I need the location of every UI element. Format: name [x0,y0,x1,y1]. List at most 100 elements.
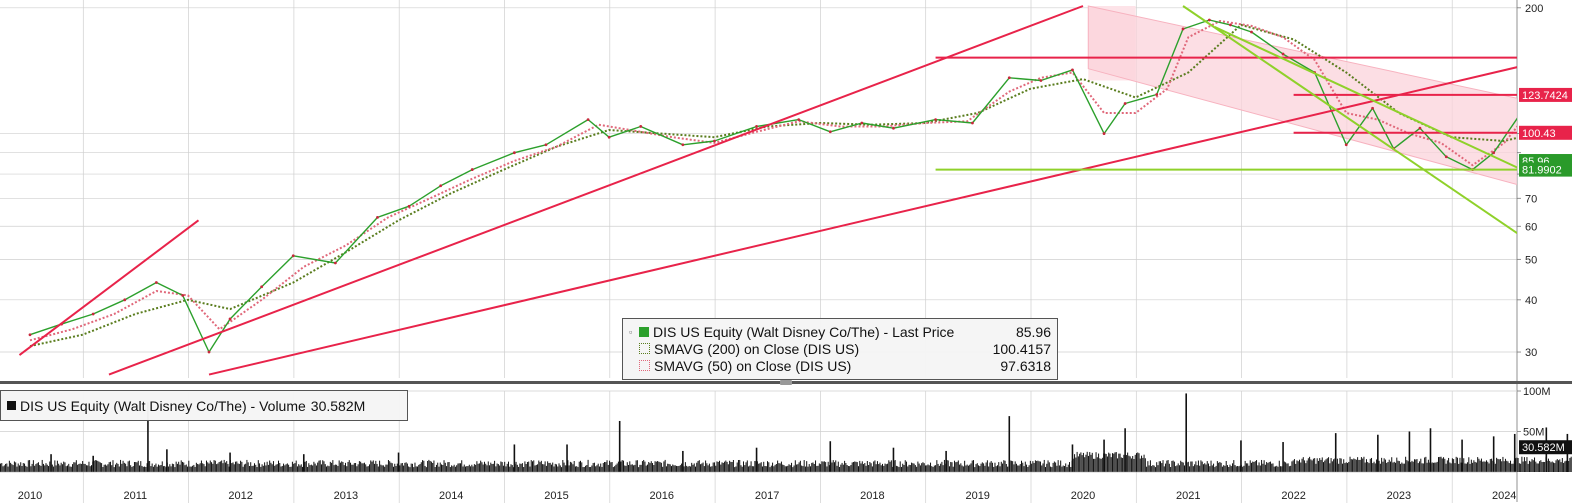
legend-label-smavg-50: SMAVG (50) on Close (DIS US) [654,357,852,374]
price-point [1281,52,1285,56]
price-point [1207,18,1211,22]
regression-channel [1087,5,1517,185]
price-point [1102,132,1106,135]
trendline [18,219,200,356]
smavg-200-swatch [639,343,650,354]
legend-value-smavg-200: 100.4157 [992,340,1051,357]
last-price-swatch [639,326,649,337]
price-point [154,281,158,284]
price-point [91,312,95,316]
trendline [208,66,1517,376]
x-tick-label: 2019 [965,490,989,502]
legend-value-last-price: 85.96 [1015,323,1051,340]
price-point [291,254,295,258]
legend-label-last-price: DIS US Equity (Walt Disney Co/The) - Las… [653,323,955,340]
panel-resize-handle [780,380,792,385]
legend-row-last-price[interactable]: ▫ DIS US Equity (Walt Disney Co/The) - L… [629,323,1051,340]
price-point [755,125,758,128]
price-point [971,121,974,125]
price-point [828,130,832,134]
price-point [1344,143,1348,147]
x-tick-label: 2015 [544,490,568,502]
price-point [1007,76,1011,80]
legend-label-volume: DIS US Equity (Walt Disney Co/The) - Vol… [20,397,306,414]
price-point [207,350,211,354]
price-point [1418,126,1422,130]
x-tick-label: 2017 [755,490,779,502]
x-tick-label: 2024 [1492,490,1516,502]
trendline [1214,26,1517,169]
price-y-tick-label: 200 [1525,3,1543,15]
price-y-tick-label: 50 [1525,254,1537,266]
price-point [1071,68,1074,72]
price-point [1181,27,1185,31]
price-point [1444,155,1448,159]
price-point [860,121,864,125]
price-point [1250,30,1253,34]
price-label: 81.9902 [1522,165,1562,177]
volume-last-label: 30.582M [1522,442,1565,454]
price-point [1155,93,1159,96]
price-point [1371,106,1374,110]
legend-row-smavg-50[interactable]: SMAVG (50) on Close (DIS US) 97.6318 [629,357,1051,374]
price-point [1229,23,1232,27]
price-point [681,143,685,147]
price-point [439,184,443,188]
pin-icon: ▫ [629,326,633,337]
price-label: 100.43 [1522,128,1556,140]
price-label-box [1519,125,1572,140]
trendline [108,5,1084,376]
price-point [639,125,643,128]
price-y-tick-label: 70 [1525,193,1537,205]
price-point [607,135,611,139]
x-tick-label: 2016 [650,490,674,502]
smavg-50-swatch [639,360,650,371]
price-point [228,317,232,321]
price-y-tick-label: 40 [1525,295,1537,307]
price-label-box [1519,87,1572,102]
price-point [1039,79,1043,82]
price-point [934,118,937,122]
x-tick-label: 2021 [1176,490,1200,502]
x-tick-label: 2014 [439,490,463,502]
price-point [713,139,716,143]
series-line-2 [29,20,1517,342]
price-point [892,126,895,130]
price-legend: ▫ DIS US Equity (Walt Disney Co/The) - L… [622,318,1058,380]
legend-row-smavg-200[interactable]: SMAVG (200) on Close (DIS US) 100.4157 [629,340,1051,357]
x-tick-label: 2010 [18,490,42,502]
price-point [1123,102,1127,105]
legend-label-smavg-200: SMAVG (200) on Close (DIS US) [654,340,860,357]
x-tick-label: 2023 [1387,490,1411,502]
price-point [123,298,127,302]
price-label: 123.7424 [1522,90,1568,102]
legend-value-volume: 30.582M [310,397,366,414]
volume-legend: DIS US Equity (Walt Disney Co/The) - Vol… [0,390,408,421]
trendline [1182,5,1517,235]
price-point [333,261,337,265]
price-label-box [1519,162,1572,177]
price-point [376,216,379,219]
price-point [797,118,801,122]
x-tick-label: 2020 [1071,490,1095,502]
price-y-tick-label: 60 [1525,221,1537,233]
price-point [28,333,32,337]
legend-row-volume[interactable]: DIS US Equity (Walt Disney Co/The) - Vol… [7,397,401,414]
legend-value-smavg-50: 97.6318 [1000,357,1051,374]
x-tick-label: 2018 [860,490,884,502]
volume-y-tick-label: 100M [1523,386,1551,398]
volume-last-label-box [1519,440,1572,455]
price-point [260,285,264,289]
overlay-group [18,5,1517,376]
price-point [407,204,411,208]
volume-swatch [7,401,16,410]
price-point [1492,151,1496,155]
x-tick-label: 2013 [334,490,358,502]
price-y-tick-label: 30 [1525,347,1537,359]
price-point [470,168,474,171]
price-point [586,118,590,122]
price-point [512,151,516,155]
price-point [544,143,548,147]
price-point [181,293,185,297]
